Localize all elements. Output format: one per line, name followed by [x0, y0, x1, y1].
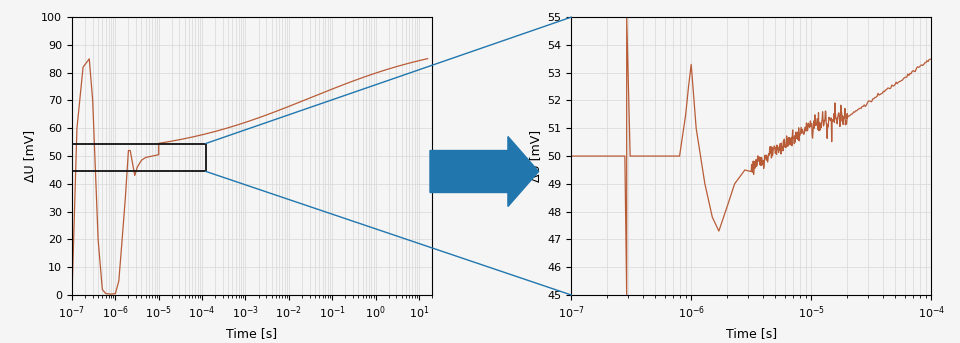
Y-axis label: ΔU [mV]: ΔU [mV] — [23, 130, 36, 182]
X-axis label: Time [s]: Time [s] — [227, 327, 277, 340]
FancyArrow shape — [430, 137, 539, 206]
Y-axis label: ΔU [mV]: ΔU [mV] — [529, 130, 541, 182]
X-axis label: Time [s]: Time [s] — [726, 327, 777, 340]
Bar — [72, 144, 205, 172]
